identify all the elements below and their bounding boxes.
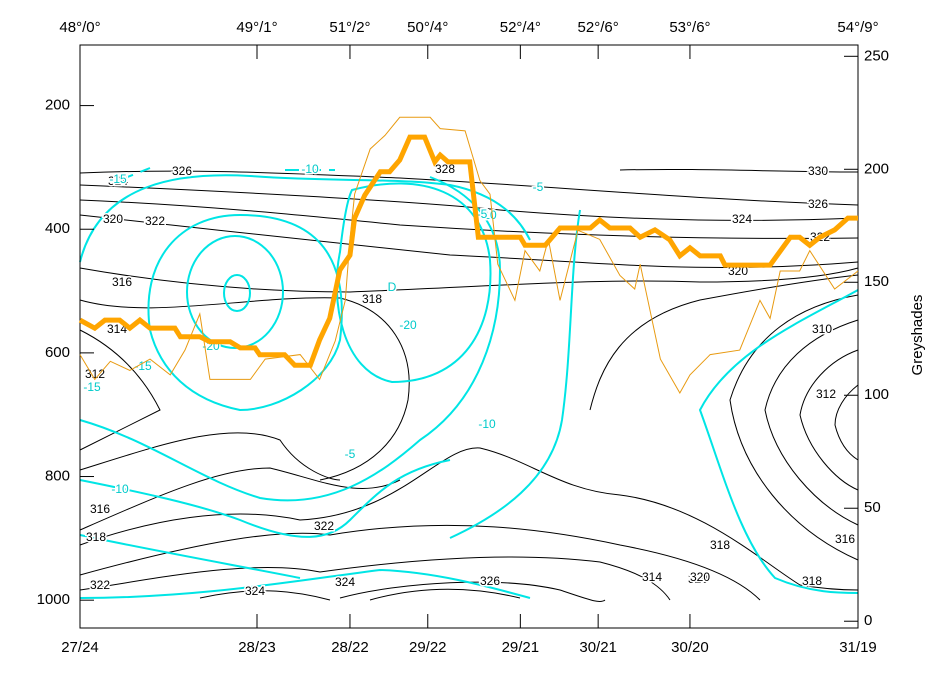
contour-label: 322 [90, 578, 110, 592]
isentrope [764, 319, 859, 526]
x-top-tick-label: 50°/4° [407, 19, 448, 36]
wind-contour [449, 209, 581, 539]
contour-label: 324 [245, 584, 265, 598]
contour-label: 320 [103, 212, 123, 226]
y2-axis-label: Greyshades [909, 295, 926, 376]
isentrope [79, 467, 401, 531]
x-top-tick-label: 52°/4° [500, 19, 541, 36]
wind-contour [186, 235, 284, 349]
x-top-tick-label: 53°/6° [669, 19, 710, 36]
contour-label: 324 [732, 212, 752, 226]
wind-contour [119, 167, 335, 181]
contour-label: -5 [533, 180, 544, 194]
isentrope [79, 297, 410, 481]
contour-label: 318 [362, 292, 382, 306]
contour-label: 314 [642, 570, 662, 584]
contour-label: -15 [83, 380, 101, 394]
y2-tick-label: 150 [864, 273, 889, 290]
isentrope [589, 274, 859, 411]
contour-label: -15 [134, 359, 152, 373]
contour-label: 318 [802, 574, 822, 588]
isentrope [834, 384, 859, 461]
x-tick-label: 30/21 [579, 639, 617, 656]
contour-label: D [388, 280, 397, 294]
y2-tick-label: 100 [864, 386, 889, 403]
contour-label: -5 [345, 447, 356, 461]
contour-label: 320 [688, 572, 708, 586]
isentrope [79, 170, 859, 206]
x-tick-label: 30/20 [671, 639, 709, 656]
y2-tick-label: 0 [864, 612, 872, 629]
y-tick-label: 800 [45, 468, 70, 485]
x-top-tick-label: 52°/6° [578, 19, 619, 36]
y-tick-label: 600 [45, 344, 70, 361]
x-top-tick-label: 51°/2° [329, 19, 370, 36]
isentrope [729, 294, 859, 561]
wind-contour [79, 459, 451, 538]
contour-label: 318 [86, 530, 106, 544]
x-top-tick-label: 49°/1° [236, 19, 277, 36]
y-tick-label: 200 [45, 97, 70, 114]
wind-contour [79, 176, 502, 502]
x-tick-label: 31/19 [839, 639, 877, 656]
contour-label: 322 [314, 519, 334, 533]
wind-contour [79, 174, 531, 263]
contour-label: -15 [109, 172, 127, 186]
y2-tick-label: 250 [864, 47, 889, 64]
x-top-tick-label: 48°/0° [59, 19, 100, 36]
contour-label: 318 [710, 538, 730, 552]
contour-label: 322 [145, 214, 165, 228]
x-tick-label: 27/24 [61, 639, 99, 656]
isentrope [79, 524, 761, 601]
isentrope [369, 588, 521, 601]
contours [79, 167, 859, 603]
x-tick-label: 28/22 [331, 639, 369, 656]
isentrope [619, 168, 859, 173]
y-tick-label: 1000 [37, 591, 70, 608]
wind-contour [79, 534, 301, 579]
contour-label: 316 [90, 502, 110, 516]
contour-label: 326 [172, 164, 192, 178]
y2-tick-label: 200 [864, 160, 889, 177]
x-tick-label: 29/21 [502, 639, 540, 656]
plot-frame [79, 44, 859, 629]
isentrope [79, 199, 859, 239]
contour-label: -20 [399, 318, 417, 332]
contour-label: -10 [111, 482, 129, 496]
series-line [79, 116, 859, 395]
contour-label: 316 [835, 532, 855, 546]
contour-label: 320 [690, 570, 710, 584]
contour-label: 328 [435, 162, 455, 176]
wind-contour [335, 182, 492, 384]
contour-label: 310 [812, 322, 832, 336]
contour-label: 324 [335, 575, 355, 589]
isentrope [799, 349, 859, 491]
x-tick-label: 28/23 [238, 639, 276, 656]
contour-label: -10 [478, 417, 496, 431]
x-tick-label: 29/22 [409, 639, 447, 656]
isentrope [79, 556, 671, 601]
contour-label: 316 [112, 275, 132, 289]
isentrope [79, 447, 859, 591]
isentrope [79, 329, 161, 451]
contour-label: 330 [808, 164, 828, 178]
wind-contour [223, 274, 251, 312]
wind-contour [698, 289, 859, 594]
contour-label: 326 [480, 574, 500, 588]
contour-label: -10 [301, 162, 319, 176]
wind-contour [147, 213, 343, 412]
contour-label: 324 [108, 174, 128, 188]
isentrope [79, 432, 341, 481]
contour-label: 326 [808, 197, 828, 211]
series-line [78, 134, 858, 368]
x-top-tick-label: 54°/9° [837, 19, 878, 36]
wind-contour [79, 568, 531, 599]
y-tick-label: 400 [45, 220, 70, 237]
isentrope [79, 184, 859, 221]
isentrope [199, 581, 606, 603]
y2-tick-label: 50 [864, 499, 881, 516]
contour-label: 312 [816, 387, 836, 401]
